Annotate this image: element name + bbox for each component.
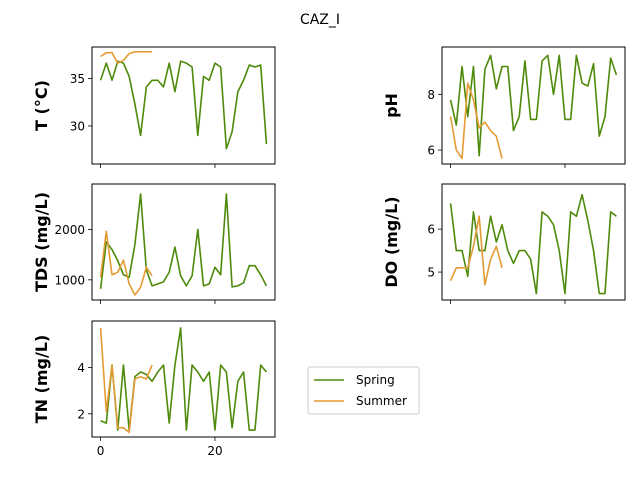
- y-tick-label: 1000: [54, 273, 85, 287]
- series-line-summer: [99, 230, 153, 296]
- series-line-spring: [449, 193, 617, 295]
- y-axis-label: pH: [382, 93, 401, 118]
- legend-label-summer: Summer: [356, 394, 407, 408]
- legend: Spring Summer: [307, 366, 420, 415]
- panel-ph: 6 8 pH: [382, 46, 626, 168]
- axes-frame: [91, 320, 276, 438]
- y-tick-label: 8: [427, 88, 435, 102]
- axes-frame: [441, 183, 626, 301]
- series-line-summer: [99, 327, 153, 434]
- panel-tn-mg-l: 2 4 0 20 TN (mg/L): [32, 320, 276, 458]
- x-tick-label: 20: [207, 444, 222, 458]
- y-tick-label: 2: [77, 407, 85, 421]
- y-tick-label: 5: [427, 266, 435, 280]
- y-axis-label: T (°C): [32, 80, 51, 131]
- series-line-spring: [100, 327, 268, 431]
- legend-frame: [307, 366, 420, 415]
- x-tick-label: 0: [97, 444, 105, 458]
- y-tick-label: 30: [70, 119, 85, 133]
- series-line-summer: [449, 215, 503, 286]
- y-axis-label: DO (mg/L): [382, 196, 401, 287]
- series-line-spring: [99, 193, 268, 289]
- axes-frame: [441, 46, 626, 165]
- y-axis-label: TDS (mg/L): [32, 192, 51, 292]
- panel-do-mg-l: 5 6 DO (mg/L): [382, 183, 626, 304]
- figure-title: CAZ_I: [300, 12, 340, 28]
- axes-frame: [91, 46, 276, 165]
- y-tick-label: 6: [427, 144, 435, 158]
- y-tick-label: 35: [70, 72, 85, 86]
- y-tick-label: 4: [77, 361, 85, 375]
- panel-t-c: 30 35 T (°C): [32, 46, 276, 168]
- legend-label-spring: Spring: [356, 373, 395, 387]
- series-line-spring: [99, 60, 268, 150]
- y-tick-label: 6: [427, 223, 435, 237]
- series-line-summer: [449, 82, 503, 160]
- y-axis-label: TN (mg/L): [32, 335, 51, 424]
- series-line-summer: [100, 50, 153, 64]
- axes-frame: [91, 183, 276, 301]
- series-line-spring: [449, 54, 618, 157]
- y-tick-label: 2000: [54, 223, 85, 237]
